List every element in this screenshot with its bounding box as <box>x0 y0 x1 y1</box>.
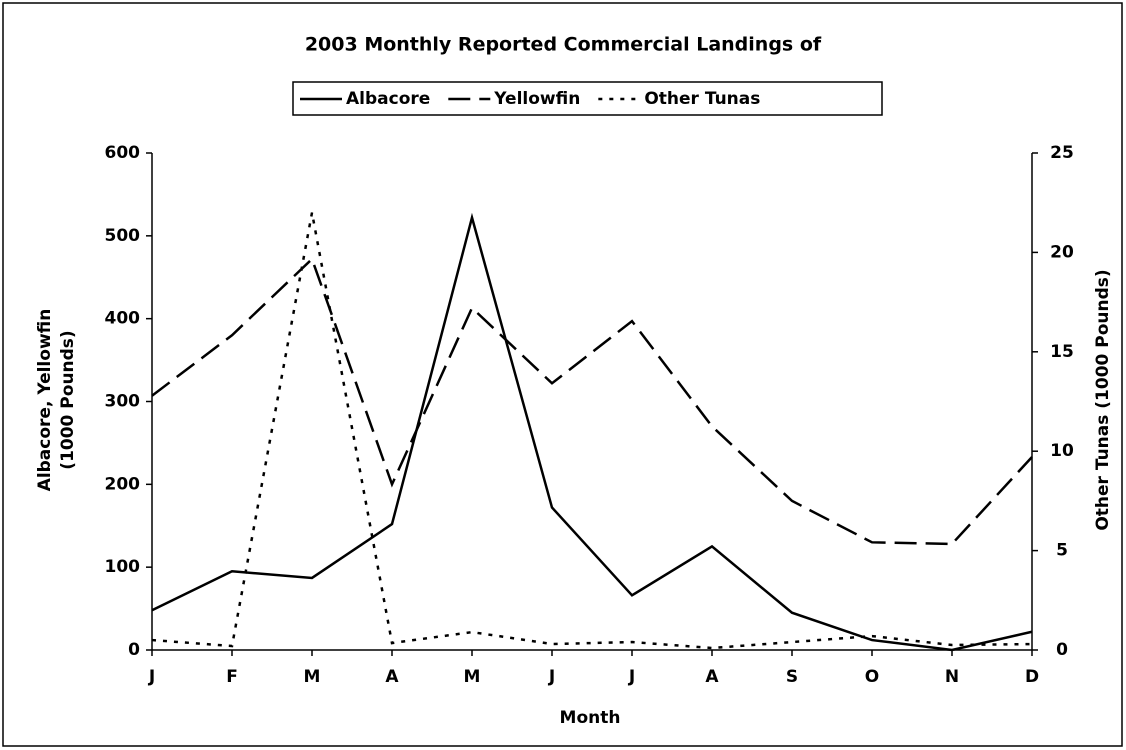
legend-label: Other Tunas <box>644 89 760 109</box>
x-tick-label: A <box>385 667 399 687</box>
y-tick-label: 0 <box>128 640 140 660</box>
y-tick-label: 100 <box>105 557 141 577</box>
y-tick-label: 600 <box>105 143 141 163</box>
chart-title: 2003 Monthly Reported Commercial Landing… <box>305 34 822 56</box>
series-line <box>151 212 1033 650</box>
y-tick-label: 500 <box>105 226 141 246</box>
y-tick-label: 300 <box>105 392 141 412</box>
x-tick-label: S <box>786 667 798 687</box>
y-tick-label: 200 <box>105 474 141 494</box>
x-axis-label: Month <box>560 708 621 728</box>
y2-tick-label: 15 <box>1050 342 1074 362</box>
y-axis-label: Albacore, Yellowfin <box>35 309 55 492</box>
x-tick-label: J <box>628 667 635 687</box>
x-tick-label: J <box>548 667 555 687</box>
x-tick-label: D <box>1025 667 1039 687</box>
legend-label: Yellowfin <box>493 89 580 109</box>
series-line <box>151 212 1033 652</box>
x-tick-label: M <box>304 667 321 687</box>
y-axis-label: (1000 Pounds) <box>58 330 78 469</box>
x-tick-label: O <box>865 667 879 687</box>
y2-tick-label: 25 <box>1050 143 1074 163</box>
y2-tick-label: 5 <box>1056 541 1068 561</box>
legend-label: Albacore <box>346 89 430 109</box>
x-tick-label: J <box>148 667 155 687</box>
x-tick-label: F <box>226 667 238 687</box>
legend-box <box>292 81 883 116</box>
y2-tick-label: 10 <box>1050 441 1074 461</box>
y2-tick-label: 0 <box>1056 640 1068 660</box>
series-line <box>151 256 1033 546</box>
y2-axis-label: Other Tunas (1000 Pounds) <box>1093 269 1113 530</box>
x-tick-label: N <box>945 667 959 687</box>
x-tick-label: M <box>464 667 481 687</box>
y2-tick-label: 20 <box>1050 242 1074 262</box>
y-tick-label: 400 <box>105 309 141 329</box>
x-tick-label: A <box>705 667 719 687</box>
